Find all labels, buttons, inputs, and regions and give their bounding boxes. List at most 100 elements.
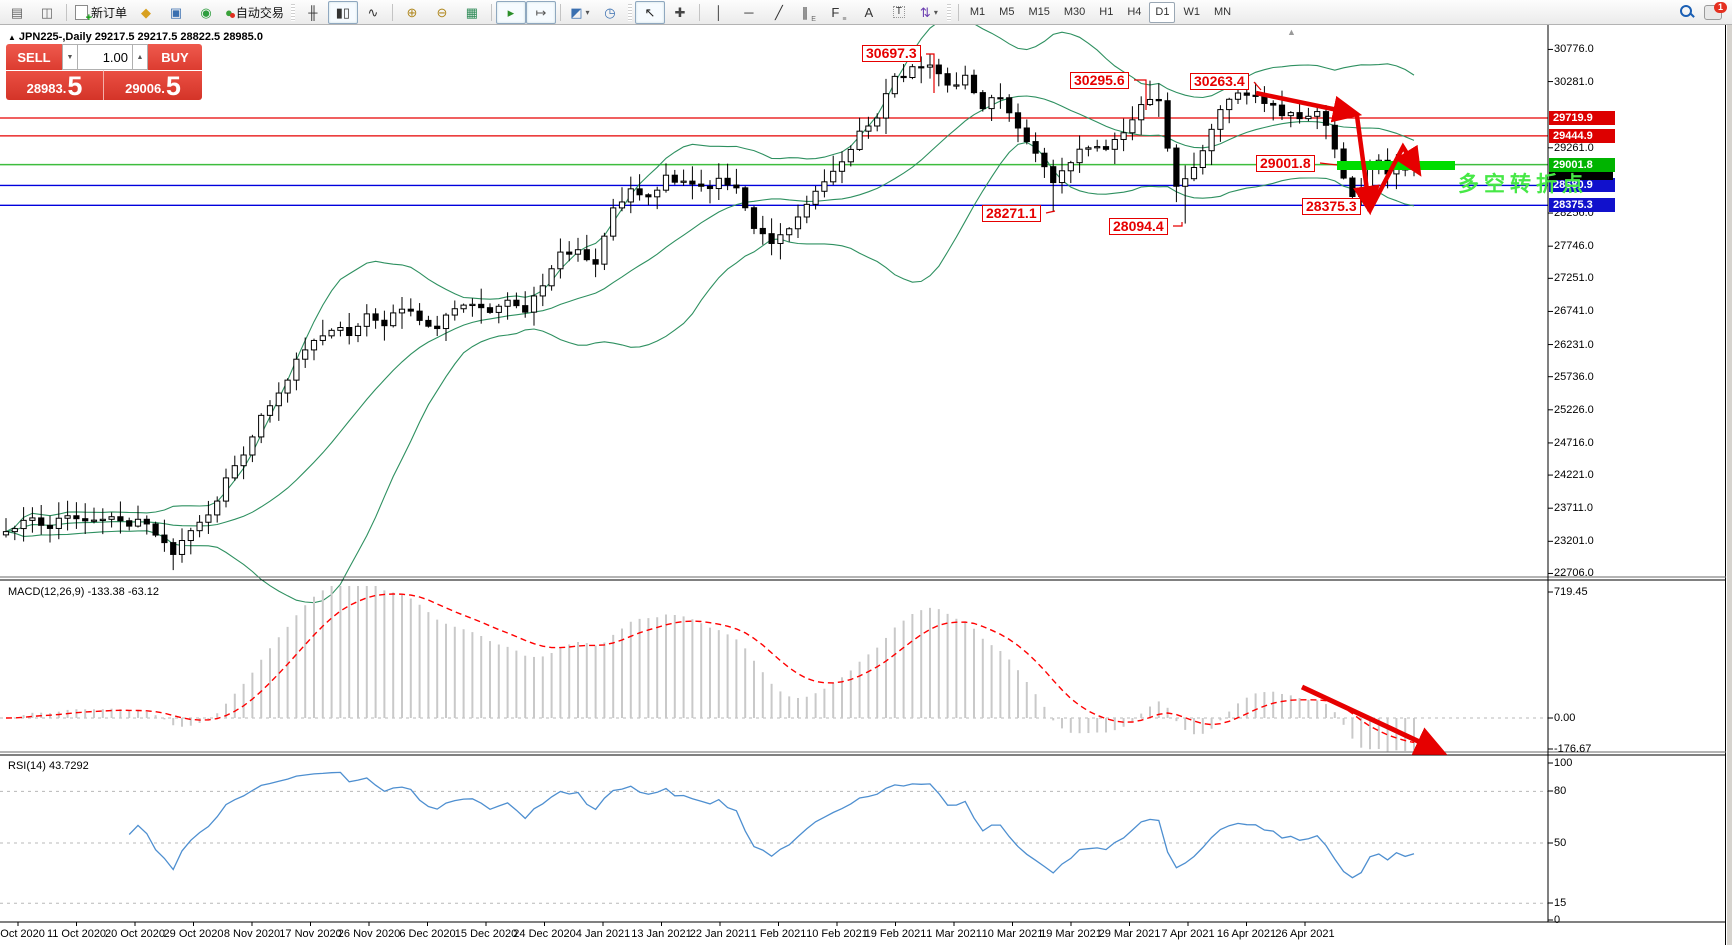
candle-down xyxy=(143,518,150,525)
candle-down xyxy=(698,183,705,187)
price-level-label: 29001.8 xyxy=(1549,157,1615,172)
candle-up xyxy=(1234,92,1242,100)
chart-shift-marker[interactable]: ▲ xyxy=(1287,27,1296,37)
trend-arrow[interactable] xyxy=(1255,90,1363,123)
candle-up xyxy=(460,304,467,310)
data-window-icon[interactable]: ▣ xyxy=(161,1,191,24)
timeframe-m30[interactable]: M30 xyxy=(1063,6,1086,18)
candle-down xyxy=(522,305,529,313)
price-annotation[interactable]: 28271.1 xyxy=(982,205,1041,222)
text-label-icon[interactable]: T xyxy=(884,1,914,24)
market-watch-icon[interactable]: ◆ xyxy=(131,1,161,24)
timeframe-m1[interactable]: M1 xyxy=(969,6,986,18)
price-axis-tick-label: 27251.0 xyxy=(1554,272,1594,285)
arrows-icon[interactable]: ⇅ ▾ xyxy=(914,1,944,24)
candle-down xyxy=(82,518,89,522)
equidistant-channel-icon[interactable]: ∥ E xyxy=(794,1,824,24)
price-annotation[interactable]: 28094.4 xyxy=(1109,218,1168,235)
price-annotation[interactable]: 30697.3 xyxy=(862,45,921,62)
zoom-in-icon[interactable]: ⊕ xyxy=(397,1,427,24)
timeframe-w1[interactable]: W1 xyxy=(1183,6,1200,18)
price-annotation[interactable]: 30263.4 xyxy=(1190,73,1249,90)
candlestick-chart-icon[interactable]: ▮▯ xyxy=(327,0,358,24)
bollinger-middle-band xyxy=(5,95,1415,533)
sell-price-button[interactable]: 28983. 5 xyxy=(6,70,104,100)
candle-down xyxy=(1006,97,1013,114)
sell-button[interactable]: SELL xyxy=(6,44,62,70)
red-dot-icon xyxy=(229,12,235,18)
buy-button[interactable]: BUY xyxy=(148,44,202,70)
buy-price: 29006. xyxy=(125,81,165,96)
trendline-icon[interactable]: ╱ xyxy=(764,1,794,24)
collapse-icon[interactable]: ▲ xyxy=(8,33,16,42)
macd-trend-arrow[interactable] xyxy=(1300,684,1448,755)
candle-up xyxy=(962,74,969,86)
volume-increase-button[interactable]: ▲ xyxy=(132,44,148,70)
auto-trading-button[interactable]: ● 自动交易 xyxy=(221,1,288,24)
timeframe-mn[interactable]: MN xyxy=(1213,6,1232,18)
price-axis-tick-label: 29261.0 xyxy=(1554,141,1594,154)
auto-scroll-icon[interactable]: ▸ xyxy=(495,0,526,24)
annotation-callout-line xyxy=(1319,162,1338,166)
chart-note-text[interactable]: 多空转折点 xyxy=(1458,173,1588,196)
vertical-line-icon[interactable]: │ xyxy=(704,1,734,24)
new-chart-icon[interactable]: ◩ ▾ xyxy=(565,1,595,24)
navigator-icon[interactable]: ◉ xyxy=(191,1,221,24)
date-axis-label: 26 Apr 2021 xyxy=(1275,928,1335,940)
date-axis-label: 24 Dec 2020 xyxy=(513,928,576,940)
price-annotation[interactable]: 30295.6 xyxy=(1070,72,1129,89)
new-order-button[interactable]: + 新订单 xyxy=(71,1,131,24)
text-icon: A xyxy=(864,4,874,20)
tile-windows-icon[interactable]: ▦ xyxy=(457,1,487,24)
fibonacci-icon[interactable]: F ≡ xyxy=(824,1,854,24)
timeframe-h4[interactable]: H4 xyxy=(1127,6,1142,18)
price-level-label: 29444.9 xyxy=(1549,128,1615,143)
bar-chart-icon[interactable]: ╫ xyxy=(298,1,328,24)
trend-arrow[interactable] xyxy=(1353,115,1380,216)
timeframe-m15[interactable]: M15 xyxy=(1028,6,1050,18)
macd-signal-line xyxy=(5,593,1415,744)
candle-down xyxy=(170,542,177,555)
candle-up xyxy=(90,519,98,522)
candle-up xyxy=(240,454,247,467)
timeframe-d1[interactable]: D1 xyxy=(1149,1,1176,23)
price-axis-tick-label: 22706.0 xyxy=(1554,567,1594,580)
timeframe-m5[interactable]: M5 xyxy=(999,6,1015,18)
candle-down xyxy=(997,97,1004,100)
period-icon[interactable]: ◷ xyxy=(595,1,625,24)
candle-down xyxy=(1252,94,1259,97)
new-window-icon[interactable]: ◫ xyxy=(32,1,62,24)
date-axis-label: 8 Nov 2020 xyxy=(223,928,281,940)
price-annotation[interactable]: 28375.3 xyxy=(1302,198,1361,215)
notifications-icon[interactable]: 1 xyxy=(1704,1,1727,20)
crosshair-icon[interactable]: ✚ xyxy=(665,1,695,24)
chart-shift-icon[interactable]: ↦ xyxy=(525,0,556,24)
line-chart-icon[interactable]: ∿ xyxy=(358,1,388,24)
volume-decrease-button[interactable]: ▼ xyxy=(62,44,78,70)
trend-arrow[interactable] xyxy=(1367,142,1422,214)
sell-price-pips: 5 xyxy=(67,71,83,101)
rsi-axis-label: 80 xyxy=(1554,785,1567,797)
candle-down xyxy=(733,184,740,189)
cursor-icon[interactable]: ↖ xyxy=(634,0,665,24)
price-annotation[interactable]: 29001.8 xyxy=(1256,155,1315,172)
candle-up xyxy=(284,379,291,394)
candle-down xyxy=(750,207,758,229)
zoom-out-icon[interactable]: ⊖ xyxy=(427,1,457,24)
timeframe-h1[interactable]: H1 xyxy=(1099,6,1114,18)
candle-up xyxy=(1111,138,1118,150)
toolbar-handle xyxy=(627,3,632,21)
horizontal-line-icon[interactable]: ─ xyxy=(734,1,764,24)
candle-up xyxy=(222,477,230,502)
price-axis-tick-label: 30776.0 xyxy=(1554,43,1594,56)
new-order-icon: + xyxy=(75,4,92,24)
text-icon[interactable]: A xyxy=(854,1,884,24)
buy-price-button[interactable]: 29006. 5 xyxy=(104,70,202,100)
candle-down xyxy=(706,185,714,190)
search-icon[interactable] xyxy=(1680,5,1695,19)
candle-up xyxy=(390,312,397,327)
buy-price-pips: 5 xyxy=(165,71,181,101)
volume-input[interactable] xyxy=(78,44,132,70)
charts-list-icon[interactable]: ▤ xyxy=(2,1,32,24)
